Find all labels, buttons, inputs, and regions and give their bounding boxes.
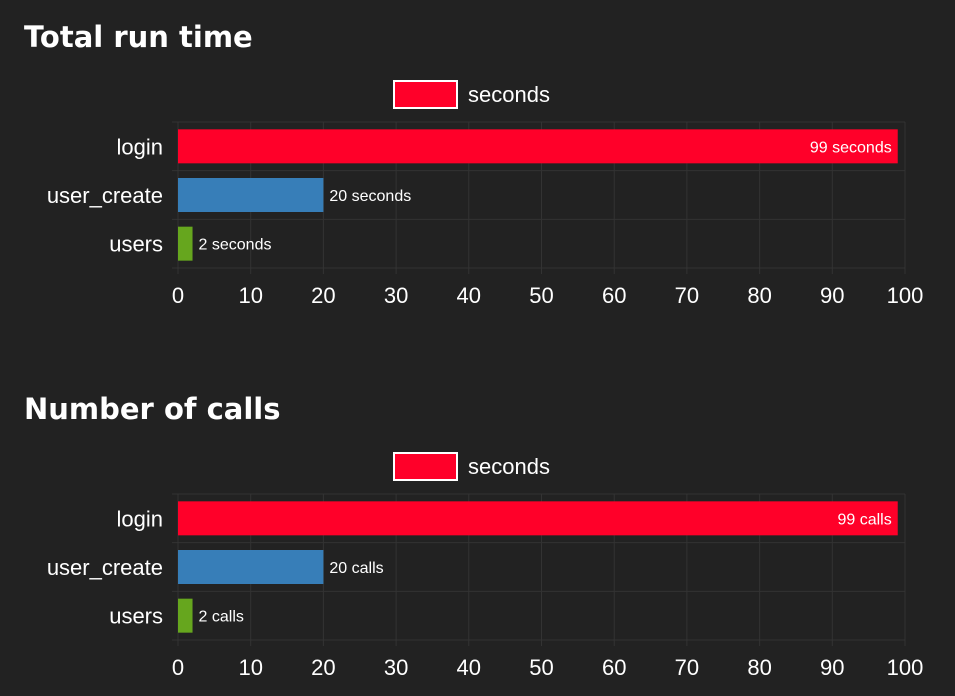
- x-tick-label: 10: [238, 283, 262, 308]
- bar-user-create: [178, 178, 324, 212]
- chart-calls: Number of calls seconds login 99 calls user…: [0, 372, 955, 696]
- bar-users: [178, 598, 193, 633]
- legend: seconds: [393, 452, 550, 481]
- x-tick-label: 60: [602, 655, 626, 680]
- chart-title: Number of calls: [24, 392, 281, 426]
- x-tick-label: 0: [172, 655, 184, 680]
- x-tick-label: 20: [311, 283, 335, 308]
- legend: seconds: [393, 80, 550, 109]
- x-tick-label: 40: [457, 655, 481, 680]
- chart-runtime: Total run time seconds login 99 seconds use…: [0, 0, 955, 340]
- x-tick-label: 20: [311, 655, 335, 680]
- x-tick-label: 80: [747, 655, 771, 680]
- x-tick-label: 80: [747, 283, 771, 308]
- legend-swatch: [393, 452, 458, 481]
- x-tick-label: 70: [675, 283, 699, 308]
- data-label: 20 calls: [329, 560, 383, 577]
- x-tick-label: 40: [457, 283, 481, 308]
- chart-runtime-plot: seconds login 99 seconds user_create 20 seco…: [47, 80, 924, 308]
- category-label: users: [109, 604, 163, 629]
- x-tick-label: 90: [820, 283, 844, 308]
- data-label: 99 seconds: [810, 139, 892, 156]
- data-label: 2 calls: [199, 609, 244, 626]
- bar-users: [178, 226, 193, 261]
- data-label: 2 seconds: [199, 237, 272, 254]
- category-label: login: [117, 134, 163, 159]
- bar-login: [178, 129, 898, 164]
- legend-label: seconds: [468, 454, 550, 479]
- chart-title: Total run time: [24, 20, 253, 54]
- data-label: 99 calls: [837, 511, 891, 528]
- x-tick-label: 30: [384, 283, 408, 308]
- x-tick-label: 100: [887, 655, 924, 680]
- x-tick-label: 0: [172, 283, 184, 308]
- x-tick-label: 90: [820, 655, 844, 680]
- x-tick-label: 10: [238, 655, 262, 680]
- category-label: users: [109, 232, 163, 257]
- category-label: user_create: [47, 555, 163, 580]
- x-tick-label: 50: [529, 283, 553, 308]
- category-label: login: [117, 506, 163, 531]
- x-tick-label: 30: [384, 655, 408, 680]
- category-label: user_create: [47, 183, 163, 208]
- legend-swatch: [393, 80, 458, 109]
- x-tick-label: 50: [529, 655, 553, 680]
- legend-label: seconds: [468, 82, 550, 107]
- data-label: 20 seconds: [329, 188, 411, 205]
- x-tick-label: 70: [675, 655, 699, 680]
- chart-calls-plot: seconds login 99 calls user_create 20 calls u…: [47, 452, 924, 680]
- bar-user-create: [178, 550, 324, 584]
- x-tick-label: 60: [602, 283, 626, 308]
- x-tick-label: 100: [887, 283, 924, 308]
- bar-login: [178, 501, 898, 536]
